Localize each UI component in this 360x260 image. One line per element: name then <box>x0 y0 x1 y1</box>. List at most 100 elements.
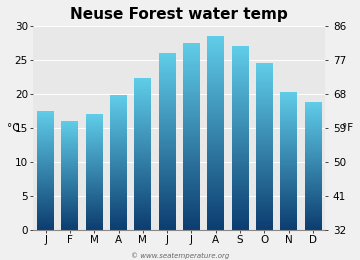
Bar <box>207 50 224 51</box>
Bar <box>159 137 176 138</box>
Bar <box>231 184 249 185</box>
Bar <box>256 81 273 82</box>
Bar <box>305 119 321 120</box>
Bar <box>305 121 321 122</box>
Bar <box>134 110 151 111</box>
Bar <box>256 145 273 146</box>
Bar <box>159 164 176 165</box>
Bar <box>231 51 249 52</box>
Bar <box>62 189 78 190</box>
Bar <box>305 105 321 106</box>
Bar <box>280 92 297 93</box>
Bar <box>86 216 103 217</box>
Bar <box>159 150 176 151</box>
Bar <box>37 168 54 169</box>
Bar <box>134 219 151 220</box>
Bar <box>280 153 297 154</box>
Bar <box>231 218 249 219</box>
Bar <box>231 117 249 118</box>
Bar <box>280 122 297 123</box>
Bar <box>86 115 103 116</box>
Bar <box>207 203 224 204</box>
Bar <box>183 126 200 127</box>
Bar <box>134 80 151 81</box>
Bar <box>207 162 224 163</box>
Bar <box>134 216 151 217</box>
Bar <box>86 155 103 156</box>
Bar <box>159 140 176 141</box>
Bar <box>37 182 54 183</box>
Bar <box>159 55 176 56</box>
Bar <box>110 212 127 213</box>
Bar <box>207 63 224 64</box>
Bar <box>280 146 297 147</box>
Bar <box>256 103 273 104</box>
Bar <box>256 122 273 123</box>
Bar <box>183 182 200 183</box>
Bar <box>62 123 78 124</box>
Bar <box>207 100 224 101</box>
Bar <box>183 160 200 161</box>
Bar <box>207 118 224 119</box>
Bar <box>159 218 176 219</box>
Bar <box>305 211 321 212</box>
Bar <box>207 195 224 196</box>
Bar <box>183 144 200 145</box>
Bar <box>231 220 249 222</box>
Bar <box>305 118 321 119</box>
Bar <box>256 220 273 221</box>
Bar <box>183 170 200 171</box>
Bar <box>110 205 127 206</box>
Bar <box>134 124 151 125</box>
Bar <box>256 137 273 138</box>
Bar <box>305 191 321 192</box>
Bar <box>37 189 54 190</box>
Bar <box>159 145 176 146</box>
Bar <box>134 206 151 207</box>
Bar <box>159 112 176 113</box>
Bar <box>256 99 273 100</box>
Bar <box>231 160 249 161</box>
Bar <box>207 134 224 135</box>
Bar <box>37 147 54 148</box>
Bar <box>256 156 273 157</box>
Bar <box>256 170 273 171</box>
Bar <box>86 122 103 123</box>
Bar <box>86 177 103 178</box>
Bar <box>231 212 249 213</box>
Bar <box>159 175 176 176</box>
Bar <box>305 216 321 217</box>
Bar <box>207 105 224 106</box>
Bar <box>110 135 127 136</box>
Bar <box>134 106 151 107</box>
Bar <box>134 127 151 128</box>
Bar <box>183 212 200 213</box>
Bar <box>37 224 54 225</box>
Bar <box>231 188 249 189</box>
Bar <box>159 59 176 60</box>
Bar <box>62 182 78 183</box>
Bar <box>207 218 224 219</box>
Bar <box>256 219 273 220</box>
Bar <box>305 107 321 108</box>
Bar <box>183 180 200 181</box>
Bar <box>280 103 297 104</box>
Bar <box>280 154 297 155</box>
Bar <box>159 151 176 152</box>
Bar <box>62 174 78 175</box>
Bar <box>256 128 273 129</box>
Bar <box>256 194 273 195</box>
Bar <box>231 167 249 168</box>
Bar <box>110 128 127 129</box>
Bar <box>110 163 127 164</box>
Bar <box>134 194 151 195</box>
Bar <box>280 167 297 168</box>
Bar <box>280 99 297 100</box>
Bar <box>231 138 249 139</box>
Bar <box>110 116 127 117</box>
Bar <box>110 119 127 120</box>
Bar <box>86 183 103 184</box>
Bar <box>86 226 103 227</box>
Bar <box>207 228 224 229</box>
Bar <box>280 151 297 152</box>
